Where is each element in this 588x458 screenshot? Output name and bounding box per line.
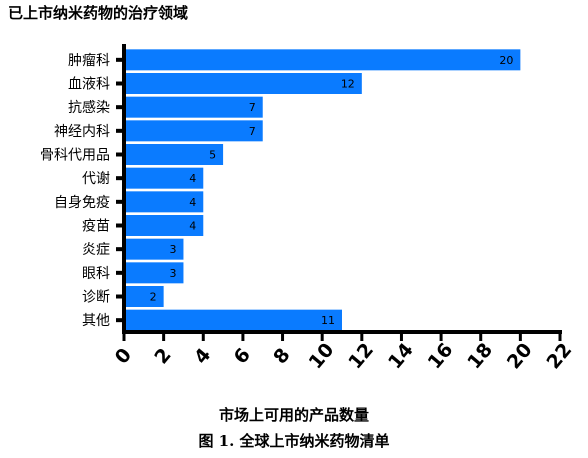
- bar: [124, 167, 204, 189]
- data-label: 7: [249, 101, 256, 114]
- data-label: 5: [209, 149, 216, 162]
- data-label: 7: [249, 125, 256, 138]
- data-label: 12: [341, 78, 355, 91]
- x-tick-label: 10: [305, 339, 339, 373]
- data-label: 3: [169, 243, 176, 256]
- data-label: 3: [169, 267, 176, 280]
- x-axis-label: 市场上可用的产品数量: [218, 406, 369, 424]
- bar: [124, 262, 184, 284]
- y-tick-label: 神经内科: [54, 124, 110, 140]
- bar: [124, 309, 342, 331]
- bar: [124, 286, 164, 307]
- bar: [124, 191, 204, 213]
- bar: [124, 96, 263, 118]
- y-tick-label: 代谢: [82, 171, 110, 187]
- y-tick-label: 其他: [82, 313, 110, 329]
- y-tick-label: 眼科: [82, 266, 110, 282]
- data-label: 4: [189, 172, 196, 185]
- x-tick-label: 6: [230, 344, 255, 368]
- bar: [124, 49, 521, 71]
- y-tick-label: 肿瘤科: [68, 52, 110, 69]
- bar: [124, 120, 263, 142]
- figure-caption: 图 1. 全球上市纳米药物清单: [198, 432, 390, 450]
- y-tick-label: 疫苗: [82, 219, 110, 235]
- x-tick-label: 4: [190, 344, 215, 368]
- y-tick-label: 抗感染: [68, 99, 110, 116]
- chart-title: 已上市纳米药物的治疗领域: [8, 4, 189, 22]
- data-label: 4: [189, 196, 196, 209]
- bar: [124, 73, 362, 94]
- x-tick-label: 16: [424, 339, 458, 373]
- data-label: 4: [189, 220, 196, 233]
- x-tick-label: 8: [269, 344, 294, 368]
- bar: [124, 238, 184, 260]
- x-tick-label: 18: [463, 339, 497, 373]
- x-tick-label: 2: [150, 344, 175, 368]
- x-tick-label: 20: [503, 339, 537, 373]
- y-tick-label: 诊断: [82, 290, 110, 306]
- data-label: 2: [150, 291, 157, 304]
- x-tick-label: 14: [384, 339, 418, 373]
- x-tick-label: 22: [542, 339, 576, 373]
- x-tick-label: 12: [344, 339, 378, 373]
- x-tick-label: 0: [111, 344, 136, 368]
- data-label: 11: [321, 314, 335, 327]
- y-tick-label: 炎症: [82, 242, 110, 258]
- bar: [124, 215, 204, 236]
- bar: [124, 144, 224, 165]
- y-tick-label: 自身免疫: [54, 195, 110, 211]
- data-label: 20: [499, 54, 513, 67]
- y-tick-label: 骨科代用品: [40, 148, 110, 164]
- y-tick-label: 血液科: [68, 77, 110, 93]
